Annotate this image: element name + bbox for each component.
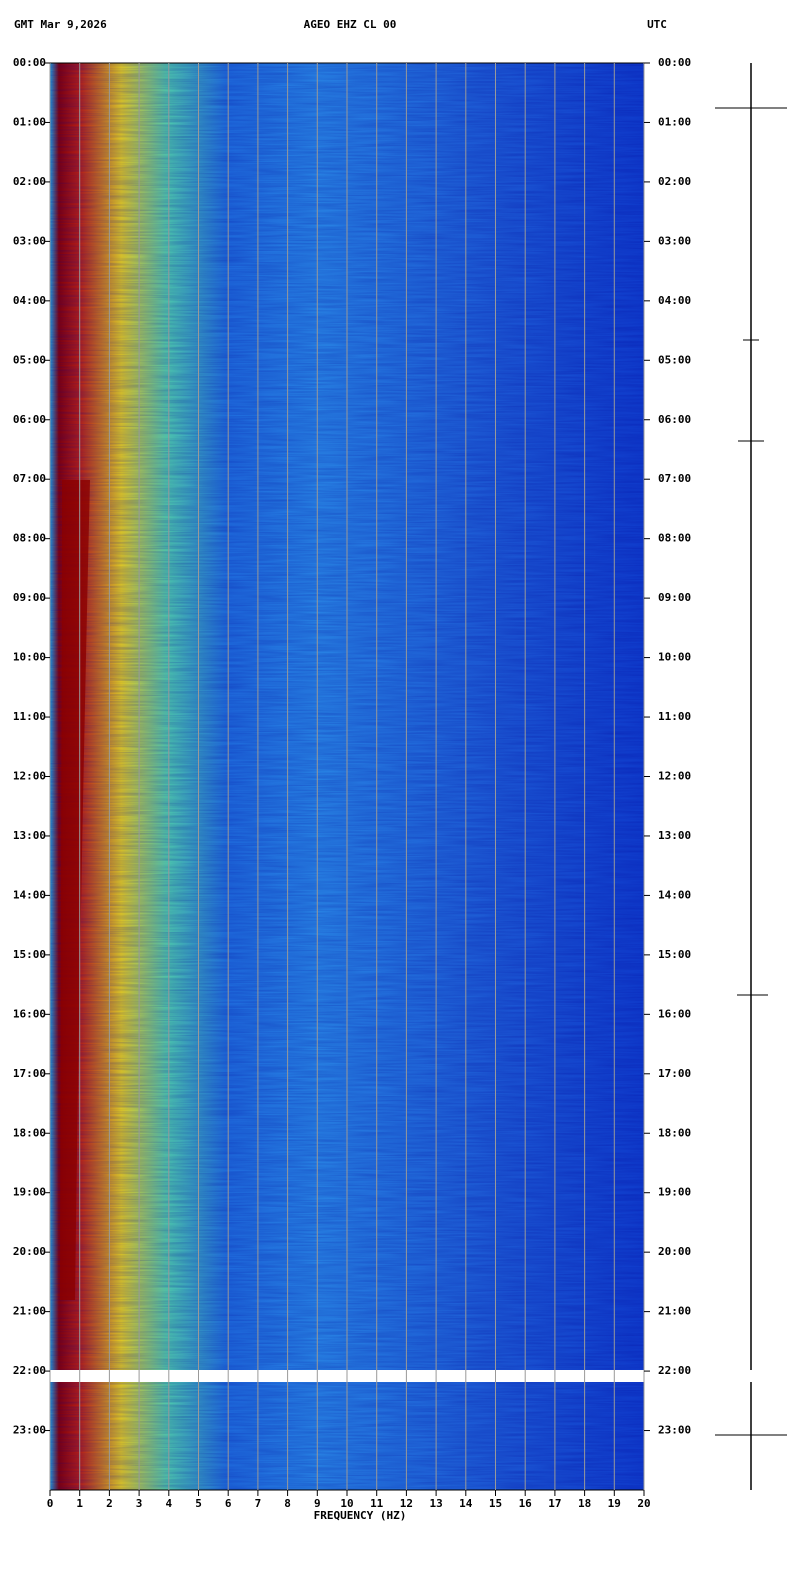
- y-tick-label: 14:00: [658, 888, 691, 901]
- x-tick-label: 1: [76, 1497, 83, 1510]
- y-tick-label: 02:00: [13, 175, 46, 188]
- y-tick-label: 07:00: [658, 472, 691, 485]
- y-tick-label: 22:00: [13, 1364, 46, 1377]
- x-tick-label: 8: [284, 1497, 291, 1510]
- date-label: GMT Mar 9,2026: [14, 18, 107, 31]
- y-tick-label: 13:00: [13, 829, 46, 842]
- y-tick-label: 01:00: [13, 115, 46, 128]
- y-tick-label: 00:00: [658, 56, 691, 69]
- x-tick-label: 18: [578, 1497, 591, 1510]
- y-tick-label: 13:00: [658, 829, 691, 842]
- y-tick-label: 17:00: [658, 1067, 691, 1080]
- y-tick-label: 05:00: [658, 353, 691, 366]
- x-tick-label: 11: [370, 1497, 384, 1510]
- x-tick-label: 15: [489, 1497, 502, 1510]
- y-tick-label: 10:00: [658, 651, 691, 664]
- x-tick-label: 5: [195, 1497, 202, 1510]
- y-tick-label: 06:00: [658, 413, 691, 426]
- y-tick-label: 08:00: [13, 532, 46, 545]
- y-tick-label: 19:00: [658, 1186, 691, 1199]
- x-tick-label: 16: [519, 1497, 533, 1510]
- y-tick-label: 17:00: [13, 1067, 46, 1080]
- y-tick-label: 15:00: [13, 948, 46, 961]
- y-tick-label: 11:00: [658, 710, 691, 723]
- y-tick-label: 20:00: [658, 1245, 691, 1258]
- y-tick-label: 09:00: [658, 591, 691, 604]
- y-tick-label: 14:00: [13, 888, 46, 901]
- timezone-label: UTC: [647, 18, 667, 31]
- y-tick-label: 03:00: [658, 234, 691, 247]
- x-tick-label: 12: [400, 1497, 413, 1510]
- y-tick-label: 18:00: [658, 1126, 691, 1139]
- x-tick-label: 6: [225, 1497, 232, 1510]
- y-tick-label: 10:00: [13, 651, 46, 664]
- y-tick-label: 00:00: [13, 56, 46, 69]
- x-tick-label: 2: [106, 1497, 113, 1510]
- y-tick-label: 21:00: [658, 1305, 691, 1318]
- y-tick-label: 19:00: [13, 1186, 46, 1199]
- y-tick-label: 16:00: [658, 1007, 691, 1020]
- y-tick-label: 12:00: [658, 770, 691, 783]
- y-tick-label: 15:00: [658, 948, 691, 961]
- x-tick-label: 14: [459, 1497, 473, 1510]
- y-tick-label: 18:00: [13, 1126, 46, 1139]
- y-tick-label: 20:00: [13, 1245, 46, 1258]
- y-tick-label: 22:00: [658, 1364, 691, 1377]
- chart-title: AGEO EHZ CL 00: [304, 18, 397, 31]
- x-tick-label: 9: [314, 1497, 321, 1510]
- x-tick-label: 17: [548, 1497, 561, 1510]
- y-tick-label: 02:00: [658, 175, 691, 188]
- y-tick-label: 23:00: [13, 1424, 46, 1437]
- y-tick-label: 23:00: [658, 1424, 691, 1437]
- x-tick-label: 13: [429, 1497, 442, 1510]
- y-tick-label: 07:00: [13, 472, 46, 485]
- y-tick-label: 04:00: [13, 294, 46, 307]
- y-tick-label: 09:00: [13, 591, 46, 604]
- y-tick-label: 01:00: [658, 115, 691, 128]
- y-tick-label: 06:00: [13, 413, 46, 426]
- y-tick-label: 04:00: [658, 294, 691, 307]
- x-tick-label: 19: [608, 1497, 621, 1510]
- x-tick-label: 3: [136, 1497, 143, 1510]
- y-tick-label: 05:00: [13, 353, 46, 366]
- x-tick-label: 7: [255, 1497, 262, 1510]
- x-tick-label: 10: [340, 1497, 353, 1510]
- y-tick-label: 21:00: [13, 1305, 46, 1318]
- x-axis-label: FREQUENCY (HZ): [314, 1509, 407, 1522]
- y-tick-label: 11:00: [13, 710, 46, 723]
- x-tick-label: 20: [637, 1497, 650, 1510]
- y-tick-label: 12:00: [13, 770, 46, 783]
- spectrogram-band: [60, 480, 90, 1300]
- seismogram-event: [715, 107, 787, 1436]
- y-tick-label: 16:00: [13, 1007, 46, 1020]
- x-tick-label: 4: [165, 1497, 172, 1510]
- x-tick-label: 0: [47, 1497, 54, 1510]
- y-tick-label: 03:00: [13, 234, 46, 247]
- y-tick-label: 08:00: [658, 532, 691, 545]
